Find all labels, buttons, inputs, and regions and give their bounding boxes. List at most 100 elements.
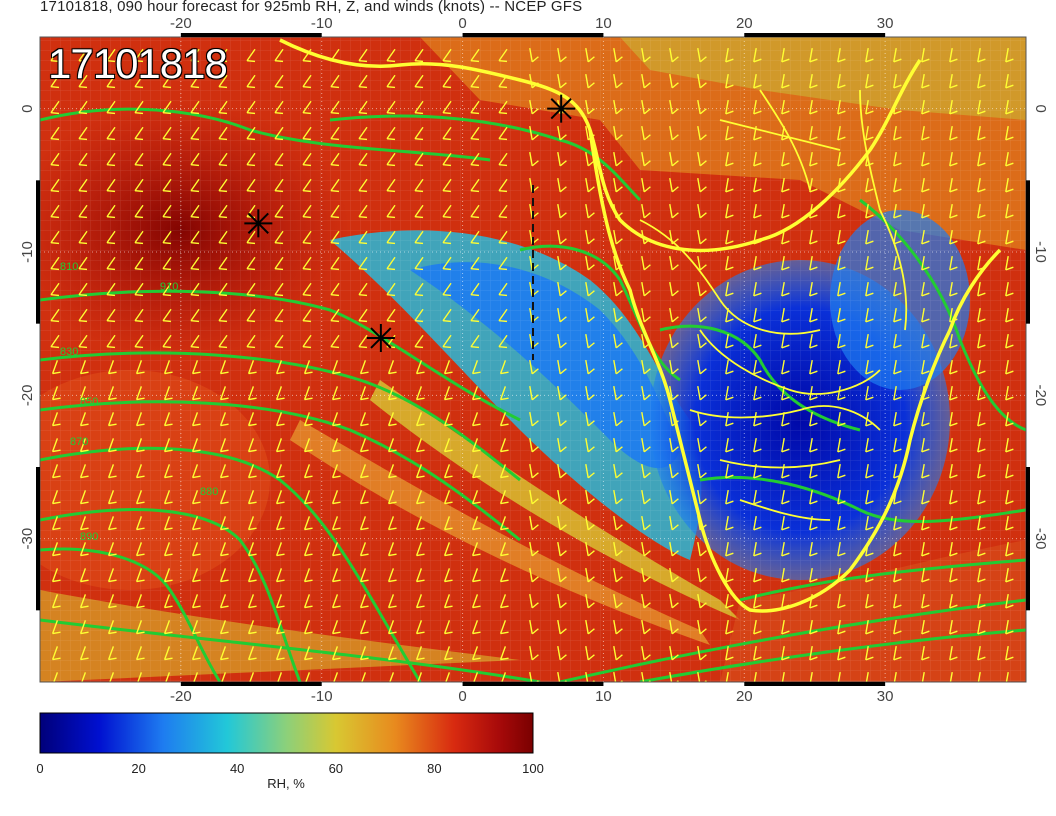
wind-barb: [725, 567, 734, 583]
wind-barb: [358, 100, 368, 115]
frame-bar-left: [36, 180, 40, 324]
wind-barb: [893, 515, 902, 531]
wind-barb: [613, 333, 623, 349]
wind-barb: [781, 619, 790, 635]
wind-barb: [191, 516, 201, 531]
wind-barb: [697, 593, 707, 609]
wind-barb: [641, 125, 651, 141]
wind-barb: [893, 307, 902, 323]
wind-barb: [219, 672, 227, 682]
wind-barb: [190, 126, 200, 141]
wind-barb: [669, 645, 679, 661]
wind-barb: [529, 463, 539, 479]
wind-barb: [977, 671, 981, 682]
wind-barb: [442, 74, 452, 89]
wind-barb: [498, 204, 508, 219]
wind-barb: [331, 360, 341, 375]
wind-barb: [865, 99, 874, 115]
wind-barb: [79, 620, 89, 635]
wind-barb: [79, 646, 89, 661]
wind-barb: [977, 307, 986, 323]
wind-barb: [781, 151, 790, 167]
wind-barb: [977, 255, 986, 271]
wind-barb: [219, 360, 229, 375]
wind-barb: [697, 463, 707, 479]
wind-barb: [921, 385, 930, 401]
wind-barb: [837, 151, 846, 167]
contour-labels: 810 830 850 870 880 890 910: [60, 261, 218, 543]
wind-barb: [50, 100, 60, 115]
wind-barb: [51, 542, 61, 557]
wind-barb: [246, 230, 256, 245]
wind-barb: [414, 204, 424, 219]
wind-barb: [809, 671, 813, 682]
wind-barb: [557, 203, 567, 219]
wind-barb: [781, 463, 790, 479]
wind-barb: [331, 594, 341, 609]
wind-barb: [641, 463, 651, 479]
frame-ticks: [36, 33, 1030, 686]
wind-barb: [781, 307, 790, 323]
wind-barb: [218, 256, 228, 271]
wind-barb: [499, 386, 509, 401]
wind-barb: [865, 255, 874, 271]
wind-barb: [246, 256, 256, 271]
wind-barb: [135, 438, 145, 453]
wind-barb: [557, 255, 567, 271]
x-tick-label-bottom: 20: [736, 688, 753, 705]
wind-barb: [134, 308, 144, 323]
wind-barb: [837, 463, 846, 479]
wind-barb: [107, 672, 115, 682]
colorbar-tick-label: 40: [230, 761, 244, 776]
wind-barb: [106, 230, 116, 245]
wind-barb: [190, 100, 200, 115]
wind-barb: [809, 151, 818, 167]
wind-barb: [51, 386, 61, 401]
wind-barb: [359, 620, 369, 635]
wind-barb: [386, 282, 396, 297]
wind-barb: [921, 411, 930, 427]
wind-barb: [274, 152, 284, 167]
wind-barb: [302, 152, 312, 167]
x-ticks-bottom: -20 -10 0 10 20 30: [170, 688, 893, 705]
wind-barb: [725, 593, 734, 609]
wind-barb: [585, 333, 595, 349]
wind-barb: [163, 672, 171, 682]
wind-barb: [641, 99, 651, 115]
wind-barb: [78, 152, 88, 167]
wind-barb: [78, 126, 88, 141]
wind-barb: [191, 490, 201, 505]
colorbar-tick-label: 60: [329, 761, 343, 776]
wind-barb: [78, 334, 88, 349]
wind-barb: [669, 203, 679, 219]
wind-barb: [274, 334, 284, 349]
wind-barb: [246, 308, 256, 323]
wind-barb: [443, 672, 451, 682]
wind-barb: [275, 490, 285, 505]
wind-barb: [753, 151, 762, 167]
wind-barb: [865, 203, 874, 219]
wind-barb: [190, 48, 200, 63]
wind-barb: [893, 619, 902, 635]
wind-barb: [809, 593, 818, 609]
wind-barb: [219, 516, 229, 531]
wind-barb: [443, 412, 453, 427]
wind-barb: [1005, 411, 1014, 427]
wind-barb: [190, 334, 200, 349]
wind-barb: [669, 567, 679, 583]
wind-barb: [669, 47, 679, 63]
wind-barb: [893, 645, 902, 661]
contour-line: [40, 547, 222, 682]
wind-barb: [275, 386, 285, 401]
wind-barb: [753, 73, 762, 89]
wind-barb: [809, 385, 818, 401]
wind-barb: [107, 620, 117, 635]
wind-barb: [498, 230, 508, 245]
wind-barb: [641, 47, 651, 63]
wind-barb: [190, 308, 200, 323]
wind-barb: [585, 203, 595, 219]
wind-barb: [809, 73, 818, 89]
wind-barb: [949, 73, 958, 89]
wind-barb: [837, 307, 846, 323]
wind-barb: [470, 230, 480, 245]
